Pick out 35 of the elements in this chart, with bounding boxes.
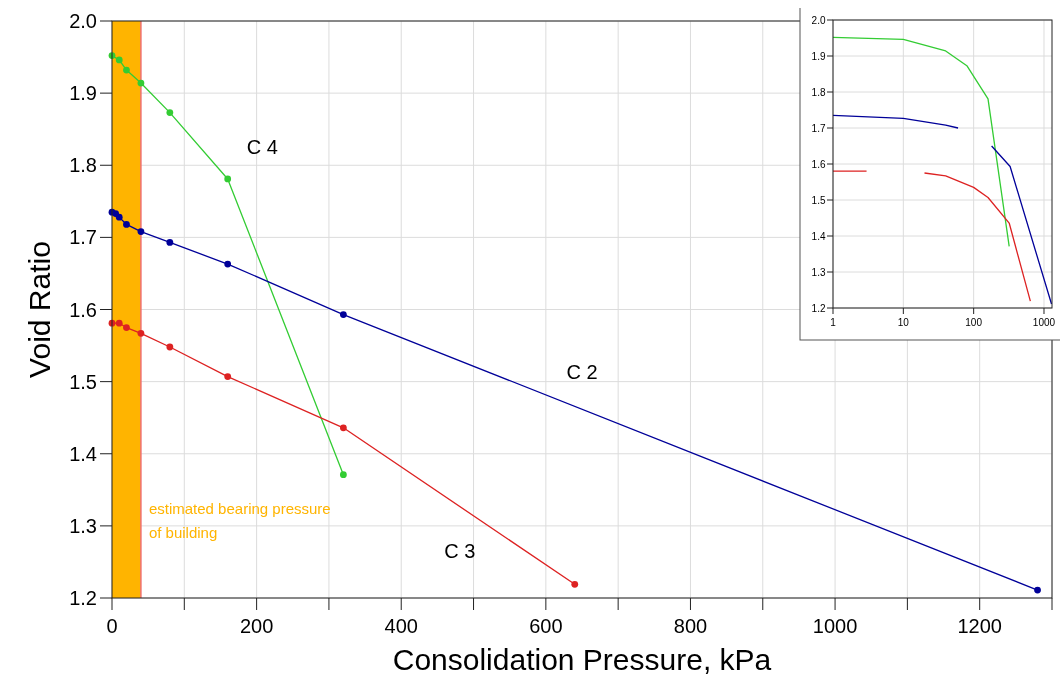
x-tick-label: 100 bbox=[965, 316, 983, 328]
y-tick-label: 1.5 bbox=[69, 370, 97, 393]
x-tick-label: 1000 bbox=[812, 615, 858, 637]
x-tick-label: 400 bbox=[384, 615, 418, 637]
x-tick-label: 600 bbox=[529, 615, 563, 637]
y-tick-label: 1.6 bbox=[811, 158, 826, 170]
x-tick-label: 200 bbox=[239, 615, 274, 637]
y-tick-label: 1.2 bbox=[811, 302, 826, 314]
x-tick-label: 800 bbox=[673, 615, 708, 637]
y-tick-label: 1.4 bbox=[69, 442, 97, 465]
x-tick-label: 1 bbox=[830, 316, 837, 328]
y-tick-label: 1.5 bbox=[811, 194, 826, 206]
y-tick-label: 1.3 bbox=[811, 266, 826, 278]
y-tick-label: 1.8 bbox=[69, 154, 97, 177]
y-tick-label: 1.2 bbox=[69, 587, 97, 609]
y-tick-label: 2.0 bbox=[811, 14, 826, 26]
x-tick-label: 10 bbox=[897, 316, 910, 328]
y-axis-title: Void Ratio bbox=[23, 241, 56, 378]
y-tick-label: 1.9 bbox=[69, 82, 97, 105]
annotation: C 3 bbox=[444, 539, 476, 562]
y-tick-label: 1.7 bbox=[811, 122, 826, 134]
y-tick-label: 1.7 bbox=[69, 226, 97, 249]
x-tick-label: 1200 bbox=[957, 615, 1002, 637]
annotation: C 2 bbox=[566, 360, 598, 383]
x-tick-label: 1000 bbox=[1032, 316, 1056, 328]
x-tick-label: 0 bbox=[106, 615, 118, 637]
annotation: C 4 bbox=[246, 135, 278, 158]
y-tick-label: 1.9 bbox=[811, 50, 826, 62]
band-label: estimated bearing pressure of building bbox=[148, 500, 331, 541]
y-tick-label: 1.6 bbox=[69, 298, 97, 321]
y-tick-label: 1.3 bbox=[69, 514, 97, 537]
y-tick-label: 1.8 bbox=[811, 86, 826, 98]
x-axis-title: Consolidation Pressure, kPa bbox=[392, 643, 772, 676]
y-tick-label: 2.0 bbox=[69, 10, 97, 32]
y-tick-label: 1.4 bbox=[811, 230, 826, 242]
